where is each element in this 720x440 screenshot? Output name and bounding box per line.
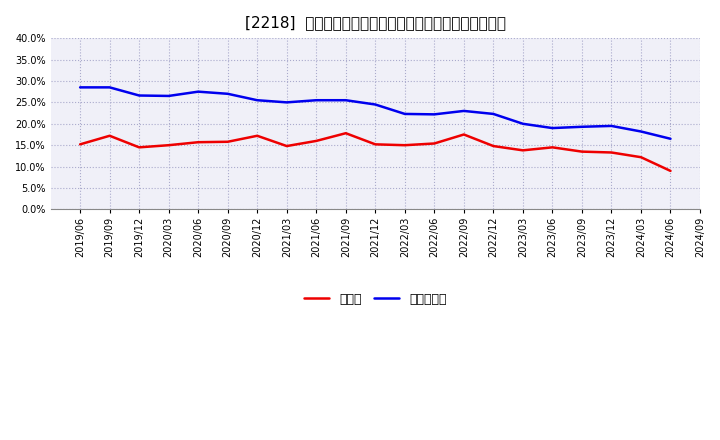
現預金 bbox=[548, 145, 557, 150]
現預金 bbox=[371, 142, 379, 147]
Title: [2218]  現預金、有利子負債の総資産に対する比率の推移: [2218] 現預金、有利子負債の総資産に対する比率の推移 bbox=[245, 15, 506, 30]
現預金 bbox=[636, 154, 645, 160]
有利子負債 bbox=[636, 129, 645, 134]
現預金 bbox=[135, 145, 143, 150]
Line: 有利子負債: 有利子負債 bbox=[80, 88, 670, 139]
有利子負債 bbox=[194, 89, 202, 94]
現預金 bbox=[400, 143, 409, 148]
現預金 bbox=[666, 168, 675, 173]
有利子負債 bbox=[135, 93, 143, 98]
現預金 bbox=[105, 133, 114, 139]
有利子負債 bbox=[341, 98, 350, 103]
有利子負債 bbox=[312, 98, 320, 103]
有利子負債 bbox=[164, 93, 173, 99]
有利子負債 bbox=[400, 111, 409, 117]
有利子負債 bbox=[577, 124, 586, 129]
Legend: 現預金, 有利子負債: 現預金, 有利子負債 bbox=[299, 288, 451, 311]
有利子負債 bbox=[666, 136, 675, 141]
現預金 bbox=[223, 139, 232, 144]
有利子負債 bbox=[489, 111, 498, 117]
有利子負債 bbox=[105, 85, 114, 90]
有利子負債 bbox=[76, 85, 84, 90]
現預金 bbox=[312, 138, 320, 143]
有利子負債 bbox=[607, 123, 616, 128]
有利子負債 bbox=[459, 108, 468, 114]
有利子負債 bbox=[371, 102, 379, 107]
Line: 現預金: 現預金 bbox=[80, 133, 670, 171]
有利子負債 bbox=[282, 100, 291, 105]
現預金 bbox=[282, 143, 291, 149]
現預金 bbox=[76, 142, 84, 147]
現預金 bbox=[341, 131, 350, 136]
有利子負債 bbox=[223, 91, 232, 96]
現預金 bbox=[253, 133, 261, 139]
現預金 bbox=[577, 149, 586, 154]
現預金 bbox=[194, 139, 202, 145]
有利子負債 bbox=[253, 98, 261, 103]
有利子負債 bbox=[430, 112, 438, 117]
有利子負債 bbox=[518, 121, 527, 126]
現預金 bbox=[459, 132, 468, 137]
現預金 bbox=[489, 143, 498, 149]
現預金 bbox=[518, 148, 527, 153]
現預金 bbox=[164, 143, 173, 148]
現預金 bbox=[430, 141, 438, 146]
現預金 bbox=[607, 150, 616, 155]
有利子負債 bbox=[548, 125, 557, 131]
